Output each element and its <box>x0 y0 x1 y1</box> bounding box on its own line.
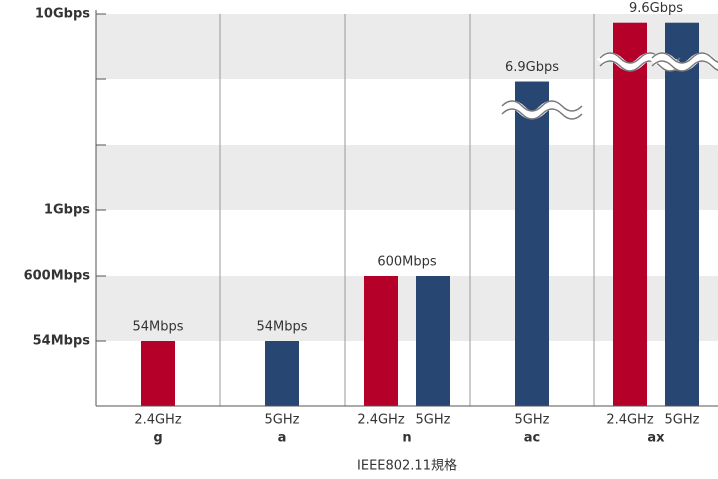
y-tick-label: 10Gbps <box>35 7 90 22</box>
series-label: 5GHz <box>665 413 700 428</box>
value-label: 54Mbps <box>256 320 307 335</box>
bar <box>613 22 647 406</box>
category-label: ac <box>524 431 540 446</box>
series-label: 2.4GHz <box>134 413 182 428</box>
value-label: 6.9Gbps <box>505 60 559 75</box>
bar <box>265 341 299 406</box>
value-label: 600Mbps <box>377 255 437 270</box>
category-label: n <box>402 431 411 446</box>
series-label: 5GHz <box>515 413 550 428</box>
series-label: 5GHz <box>416 413 451 428</box>
axis-break-edge <box>501 108 583 120</box>
y-tick-label: 1Gbps <box>44 203 90 218</box>
category-label: a <box>278 431 287 446</box>
bar <box>515 81 549 406</box>
bar <box>665 22 699 406</box>
y-tick-label: 54Mbps <box>33 334 91 349</box>
series-label: 2.4GHz <box>606 413 654 428</box>
value-label: 54Mbps <box>132 320 183 335</box>
dividers <box>96 14 595 406</box>
bar <box>364 276 398 406</box>
axis-break-edge <box>501 100 583 112</box>
series-label: 5GHz <box>265 413 300 428</box>
marks <box>141 22 699 406</box>
axis-break-edge <box>599 60 681 72</box>
x-axis-title: IEEE802.11規格 <box>357 458 457 474</box>
y-tick-label: 600Mbps <box>24 269 91 284</box>
value-label: 9.6Gbps <box>629 1 683 16</box>
axis-break <box>498 100 586 120</box>
series-label: 2.4GHz <box>357 413 405 428</box>
bar <box>416 276 450 406</box>
category-label: ax <box>647 431 665 446</box>
bar <box>141 341 175 406</box>
axis-break <box>596 52 684 72</box>
category-label: g <box>153 431 162 446</box>
